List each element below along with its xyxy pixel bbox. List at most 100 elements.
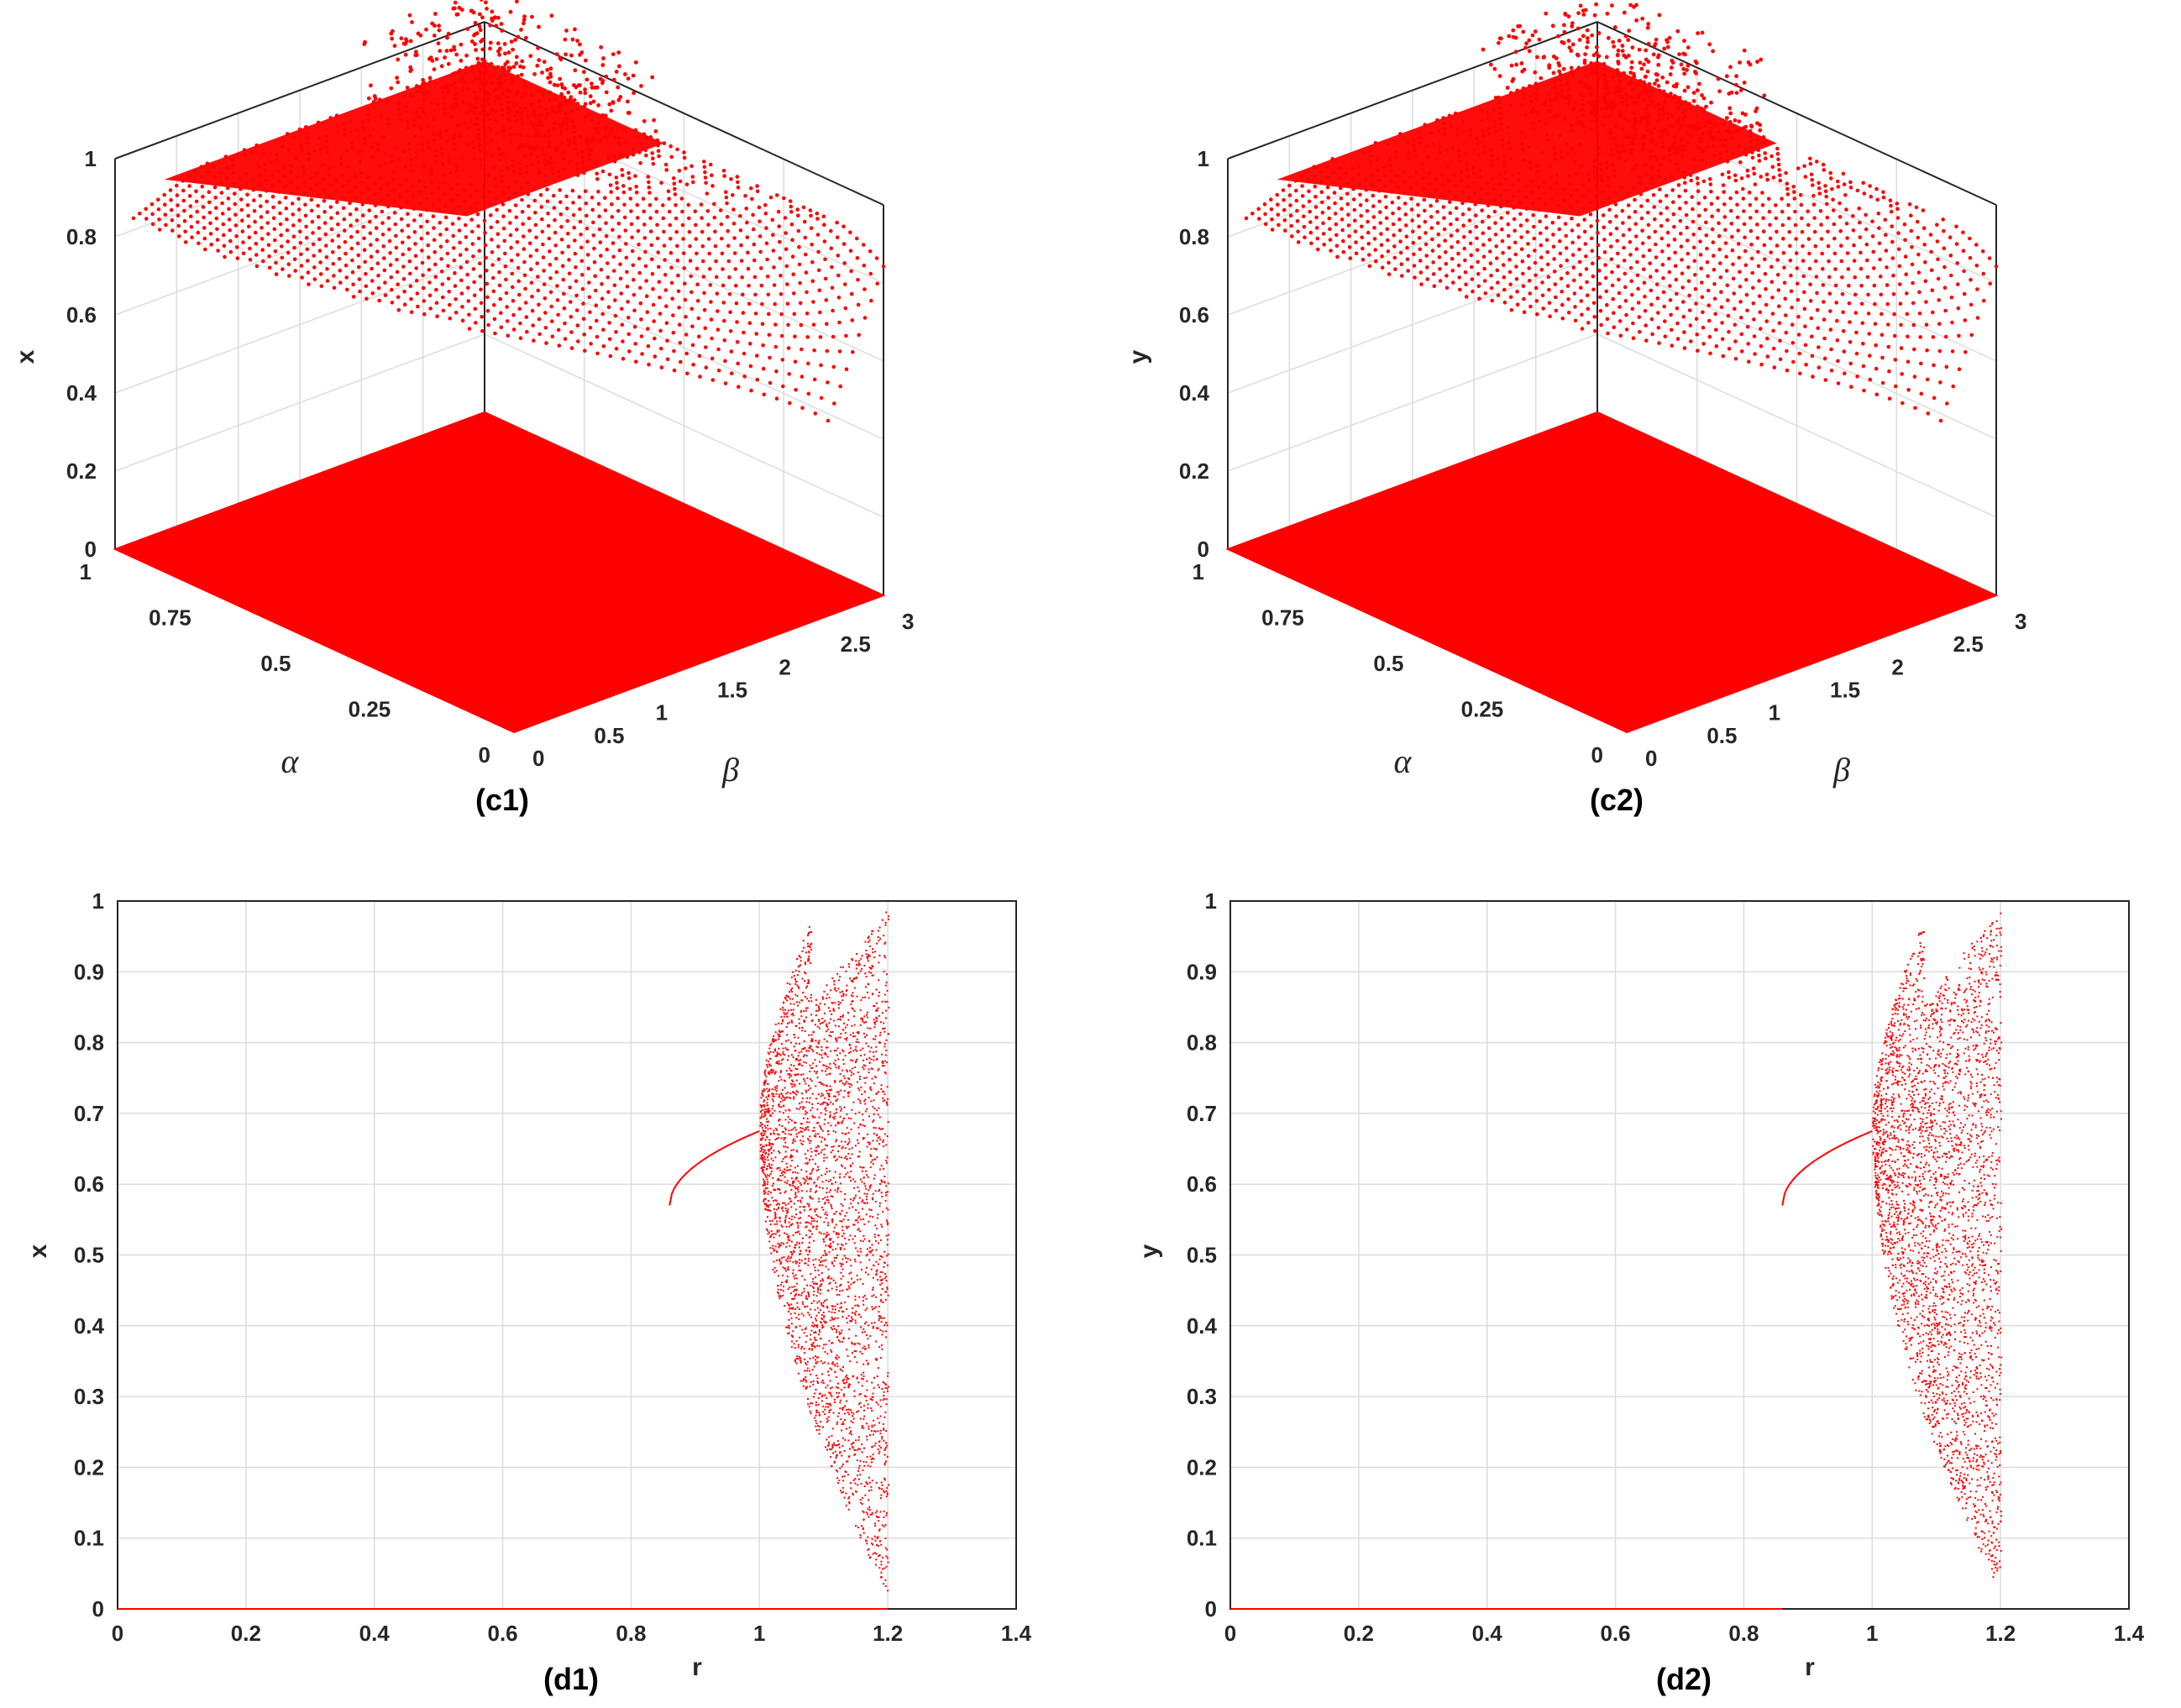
d1-chaotic-point (851, 1341, 852, 1344)
c2-chaos-point (1521, 29, 1526, 34)
c2-sheet-point (1640, 241, 1645, 246)
c2-sheet-point (1409, 207, 1414, 212)
c2-sheet-point (1386, 238, 1390, 243)
c1-sheet-point (293, 269, 298, 273)
c1-sheet-point (383, 293, 388, 297)
c1-sheet-point (773, 344, 779, 349)
c2-sheet-point (1889, 209, 1894, 214)
c1-sheet-point (459, 265, 464, 270)
c2-sheet-point (1814, 275, 1819, 279)
c1-chaos-point (624, 139, 628, 144)
c1-chaos-point (541, 134, 546, 139)
c1-sheet-point (571, 212, 576, 217)
d1-chaotic-point (788, 1332, 790, 1334)
c1-sheet-point (194, 199, 199, 204)
d1-chaotic-point (825, 1217, 827, 1219)
c1-sheet-point (603, 196, 607, 200)
c2-sheet-point (1668, 298, 1673, 302)
c1-chaos-point (479, 0, 484, 2)
c2-chaos-point (1616, 48, 1621, 53)
d1-chaotic-point (824, 1019, 826, 1022)
c2-sheet-point (1913, 406, 1917, 411)
c2-sheet-point (1772, 365, 1777, 369)
d1-chaotic-point (784, 1119, 787, 1121)
c1-sheet-point (722, 318, 726, 323)
c1-chaos-point (478, 111, 483, 116)
c1-sheet-point (383, 280, 387, 285)
c1-chaos-point (554, 110, 558, 115)
c1-sheet-point (515, 228, 519, 232)
c1-sheet-point (625, 285, 630, 289)
c2-sheet-point (1741, 186, 1745, 191)
c1-sheet-point (307, 282, 311, 286)
c2-chaos-point (1604, 106, 1609, 111)
c1-sheet-point (504, 291, 509, 296)
d1-chaotic-point (832, 1130, 835, 1133)
c2-sheet-point (1811, 193, 1816, 198)
c1-sheet-point (298, 240, 303, 245)
c2-chaos-point (1762, 93, 1767, 98)
c1-sheet-point (214, 216, 219, 221)
c1-chaos-point (522, 18, 527, 22)
c2-sheet-point (1554, 308, 1559, 313)
d1-chaotic-point (866, 1058, 868, 1061)
c2-sheet-point (1722, 190, 1726, 194)
c1-sheet-point (875, 281, 879, 286)
d1-chaotic-point (776, 1250, 778, 1253)
c1-chaos-point (454, 52, 459, 57)
d1-chaotic-point (832, 1412, 835, 1414)
d1-chaotic-point (818, 1412, 820, 1414)
c1-sheet-point (800, 375, 805, 379)
c2-sheet-point (1618, 333, 1623, 338)
c1-sheet-point (681, 251, 686, 255)
c1-sheet-point (475, 212, 480, 217)
c2-sheet-point (1507, 245, 1512, 250)
c1-sheet-point (760, 322, 765, 327)
c1-sheet-point (786, 346, 791, 350)
c1-sheet-point (188, 204, 193, 208)
d1-chaotic-point (776, 1229, 779, 1232)
c1-chaos-point (506, 50, 511, 55)
c1-sheet-point (655, 236, 660, 241)
d1-chaotic-point (858, 1155, 861, 1158)
c1-sheet-point (738, 228, 743, 233)
c2-sheet-point (1552, 270, 1557, 274)
c1-sheet-point (253, 219, 257, 224)
c1-sheet-point (300, 275, 304, 280)
c2-chaos-point (1724, 74, 1729, 79)
c1-sheet-point (401, 277, 406, 281)
c1-sheet-point (638, 286, 642, 291)
c1-chaos-point (498, 81, 503, 86)
c2-sheet-point (1319, 190, 1324, 194)
c2-sheet-point (1313, 184, 1318, 189)
d1-chaotic-point (833, 1050, 836, 1052)
c2-sheet-point (1488, 249, 1492, 254)
c2-chaos-point (1576, 11, 1581, 15)
c2-sheet-point (1782, 280, 1787, 286)
c1-sheet-point (667, 209, 672, 214)
c2-sheet-point (1468, 229, 1472, 234)
c2-chaos-point (1656, 55, 1660, 60)
c1-ztick-label: 0.6 (66, 302, 97, 327)
c1-sheet-point (763, 211, 768, 216)
c2-chaos-point (1492, 107, 1496, 112)
c2-sheet-point (1296, 229, 1300, 234)
d1-chaotic-point (841, 1120, 844, 1122)
d1-chaotic-point (815, 1388, 817, 1391)
d1-chaotic-point (826, 1024, 827, 1027)
c2-chaos-point (1629, 60, 1634, 65)
c2-sheet-point (1689, 339, 1693, 343)
c2-sheet-point (1745, 308, 1749, 313)
c2-sheet-point (1614, 226, 1619, 231)
c2-sheet-point (1639, 216, 1644, 221)
d1-chaotic-point (804, 980, 806, 982)
d1-chaotic-point (860, 1018, 862, 1020)
c2-chaos-point (1644, 89, 1648, 93)
d1-chaotic-point (795, 1133, 798, 1135)
c2-sheet-point (1891, 292, 1896, 296)
c2-sheet-point (1650, 332, 1654, 337)
d1-chaotic-point (860, 1086, 862, 1088)
d1-chaotic-point (787, 1208, 789, 1211)
c2-sheet-point (1831, 197, 1835, 202)
c1-sheet-point (627, 170, 631, 176)
